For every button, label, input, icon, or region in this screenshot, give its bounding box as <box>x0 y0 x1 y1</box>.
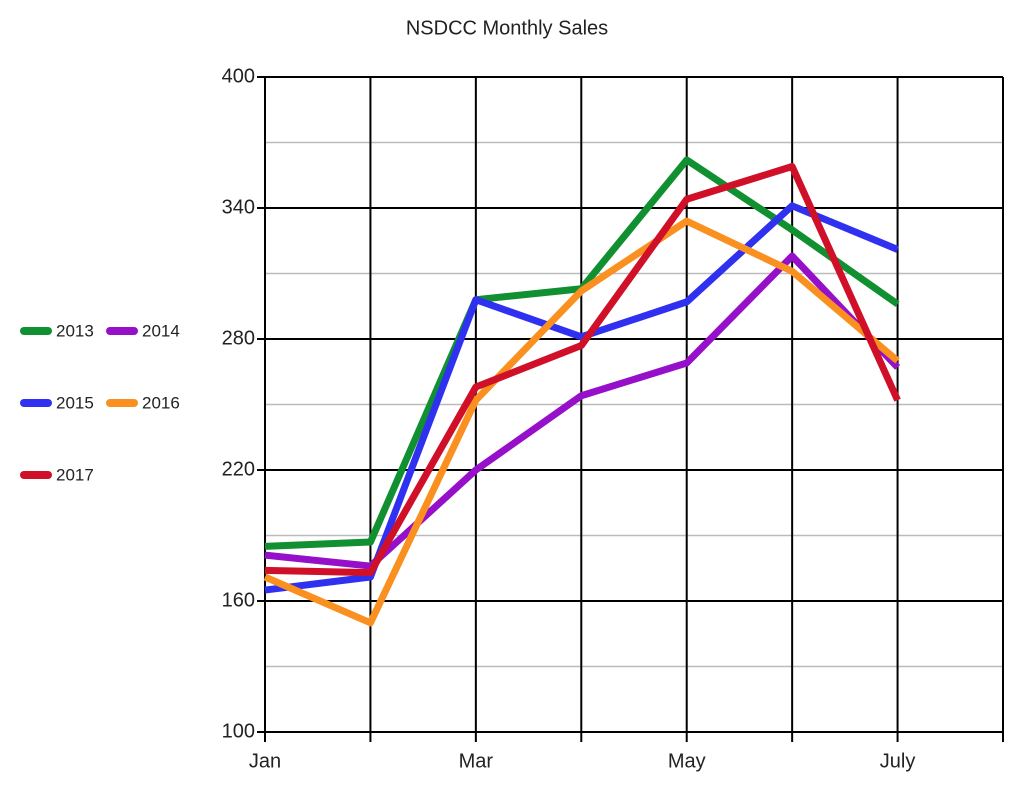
series-line <box>263 217 900 627</box>
y-tick-label: 400 <box>222 65 255 87</box>
y-tick-label: 340 <box>222 196 255 218</box>
chart-title: NSDCC Monthly Sales <box>406 17 608 39</box>
series-line <box>264 163 901 577</box>
x-tick-label: Jan <box>249 750 281 772</box>
y-tick-label: 220 <box>222 458 255 480</box>
legend-label: 2015 <box>56 393 94 412</box>
legend-label: 2017 <box>56 465 94 484</box>
y-tick-label: 160 <box>222 589 255 611</box>
legend-label: 2016 <box>142 393 180 412</box>
legend-label: 2013 <box>56 321 94 340</box>
x-tick-label: July <box>880 750 916 772</box>
series-line <box>264 202 899 594</box>
x-tick-label: May <box>668 750 706 772</box>
legend-label: 2014 <box>142 321 180 340</box>
y-tick-label: 100 <box>222 720 255 742</box>
y-tick-label: 280 <box>222 327 255 349</box>
x-tick-label: Mar <box>459 750 494 772</box>
